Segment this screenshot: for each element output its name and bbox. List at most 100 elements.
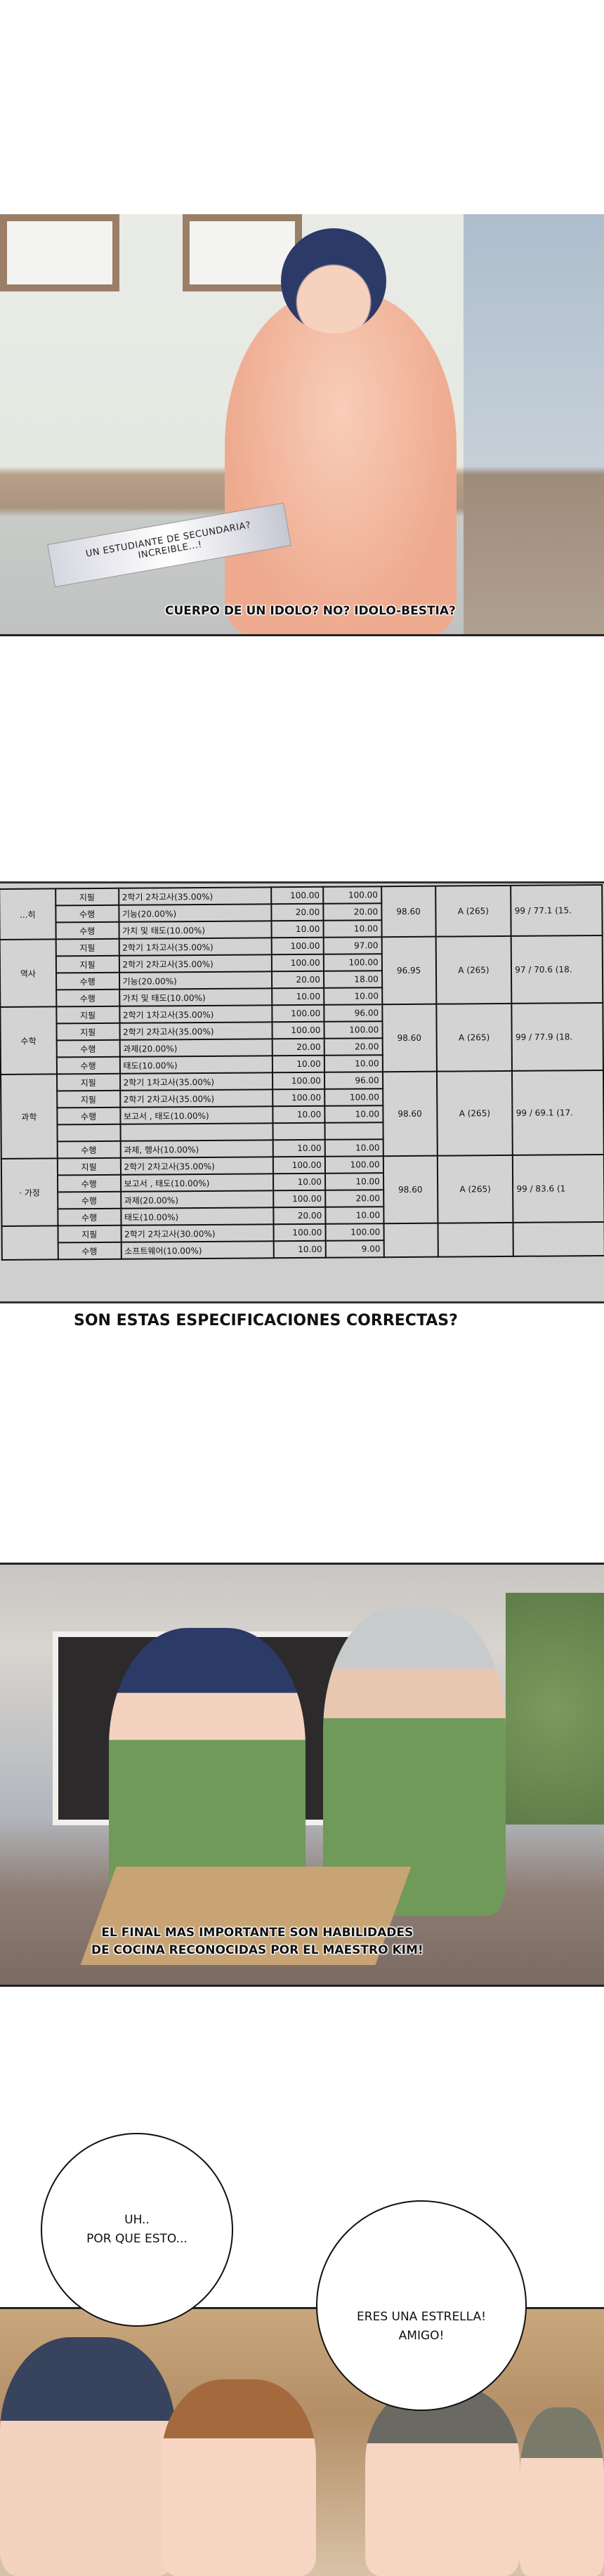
rank-cell: 99 / 77.1 (15. [511, 885, 603, 936]
assessment-type-cell: 지필 [55, 888, 119, 906]
assessment-type-cell: 수행 [56, 1039, 120, 1058]
score-cell: 10.00 [324, 1139, 383, 1157]
subject-cell: 수학 [0, 1006, 57, 1075]
assessment-item-cell: 가치 및 태도(10.00%) [119, 988, 273, 1006]
assessment-item-cell: 기능(20.00%) [119, 971, 273, 990]
grade-cell: A (265) [437, 1155, 513, 1223]
assessment-type-cell: 수행 [55, 972, 119, 990]
subject-cell: 과학 [1, 1074, 58, 1159]
total-score-cell: 98.60 [382, 1071, 438, 1157]
subject-cell [1, 1225, 58, 1260]
subject-cell: 역사 [0, 939, 57, 1007]
assessment-type-cell: 지필 [58, 1225, 122, 1243]
max-score-cell: 20.00 [273, 1207, 326, 1225]
max-score-cell: 10.00 [272, 987, 324, 1006]
assessment-item-cell: 2학기 1차고사(35.00%) [119, 1005, 273, 1023]
max-score-cell: 100.00 [273, 1190, 326, 1208]
max-score-cell: 20.00 [272, 1038, 324, 1056]
speech-line: ERES UNA ESTRELLA! [357, 2309, 486, 2324]
assessment-item-cell: 소프트웨어(10.00%) [121, 1241, 274, 1259]
character-classmate [365, 2386, 520, 2576]
score-cell: 100.00 [325, 1223, 384, 1241]
assessment-item-cell: 2학기 2차고사(35.00%) [119, 1022, 273, 1040]
speech-line: POR QUE ESTO... [86, 2232, 188, 2246]
subject-cell: · 가정 [1, 1158, 58, 1226]
table-row: 역사 지필 2학기 1차고사(35.00%) 100.00 97.00 96.95 A (2… [0, 935, 603, 1007]
score-cell: 10.00 [324, 1105, 383, 1123]
character-master-kim [323, 1607, 506, 1916]
character-classmate [162, 2379, 316, 2576]
background-window [0, 214, 119, 291]
assessment-item-cell: 2학기 2차고사(30.00%) [121, 1224, 274, 1242]
score-cell: 100.00 [323, 954, 382, 971]
assessment-type-cell: 지필 [56, 1006, 120, 1024]
assessment-type-cell: 지필 [56, 1023, 120, 1041]
assessment-item-cell: 2학기 1차고사(35.00%) [119, 1072, 273, 1091]
score-cell: 10.00 [324, 1055, 383, 1072]
max-score-cell: 100.00 [273, 1223, 326, 1242]
narration-text: EL FINAL MAS IMPORTANTE SON HABILIDADES … [91, 1924, 424, 1959]
assessment-item-cell: 가치 및 태도(10.00%) [118, 921, 272, 939]
total-score-cell: 98.60 [383, 1155, 438, 1224]
grade-cell: A (265) [435, 885, 511, 937]
score-cell: 100.00 [324, 1021, 383, 1039]
score-cell: 100.00 [324, 1156, 383, 1174]
table-row: ...히 지필 2학기 2차고사(35.00%) 100.00 100.00 98.60 A… [0, 885, 603, 940]
assessment-item-cell: 보고서 , 태도(10.00%) [120, 1174, 274, 1192]
rank-cell: 97 / 70.6 (18. [511, 935, 603, 1004]
score-cell: 20.00 [324, 1038, 383, 1056]
background-window-sky [464, 214, 604, 634]
narration-text: SON ESTAS ESPECIFICACIONES CORRECTAS? [74, 1312, 458, 1329]
max-score-cell: 10.00 [271, 920, 324, 938]
score-cell: 10.00 [324, 1173, 383, 1190]
assessment-item-cell: 태도(10.00%) [120, 1207, 274, 1225]
assessment-type-cell: 수행 [57, 1107, 121, 1125]
assessment-type-cell: 지필 [55, 938, 119, 957]
assessment-type-cell: 수행 [55, 905, 119, 923]
score-cell: 10.00 [325, 1207, 384, 1224]
max-score-cell: 10.00 [273, 1105, 325, 1124]
assessment-item-cell: 2학기 2차고사(35.00%) [118, 887, 272, 905]
score-cell: 10.00 [323, 987, 383, 1005]
narration-text: CUERPO DE UN IDOLO? NO? IDOLO-BESTIA? [165, 604, 456, 618]
max-score-cell: 100.00 [271, 954, 324, 972]
assessment-item-cell: 태도(10.00%) [119, 1056, 273, 1074]
score-cell: 100.00 [322, 886, 382, 904]
score-cell: 96.00 [324, 1072, 383, 1089]
table-row: 지필 2학기 2차고사(30.00%) 100.00 100.00 [1, 1221, 604, 1260]
grade-cell: A (265) [436, 1070, 513, 1156]
assessment-type-cell: 지필 [55, 955, 119, 973]
character-student [0, 2337, 176, 2576]
assessment-item-cell: 과제(20.00%) [119, 1039, 273, 1057]
rank-cell [513, 1221, 604, 1256]
score-cell: 100.00 [324, 1089, 383, 1106]
max-score-cell [273, 1122, 325, 1141]
grade-cell [438, 1222, 514, 1257]
max-score-cell: 10.00 [272, 1055, 324, 1073]
score-cell [324, 1122, 383, 1140]
max-score-cell: 20.00 [271, 971, 324, 989]
assessment-item-cell [120, 1123, 273, 1141]
character-classmate [520, 2407, 604, 2576]
rank-cell: 99 / 77.9 (18. [511, 1003, 603, 1071]
table-row: 과학 지필 2학기 1차고사(35.00%) 100.00 96.00 98.60 A (2… [1, 1070, 604, 1159]
max-score-cell: 100.00 [271, 937, 324, 955]
score-cell: 96.00 [324, 1004, 383, 1022]
score-cell: 18.00 [323, 971, 382, 988]
character-head [281, 228, 386, 334]
background-tree [506, 1593, 604, 1825]
score-cell: 20.00 [323, 903, 382, 921]
assessment-item-cell: 과제, 행사(10.00%) [120, 1140, 273, 1158]
assessment-item-cell: 2학기 1차고사(35.00%) [119, 938, 272, 956]
max-score-cell: 10.00 [273, 1139, 325, 1157]
max-score-cell: 10.00 [273, 1173, 325, 1191]
assessment-item-cell: 과제(20.00%) [120, 1190, 274, 1209]
assessment-type-cell [57, 1124, 121, 1142]
panel-report-card: ...히 지필 2학기 2차고사(35.00%) 100.00 100.00 98.60 A… [0, 881, 604, 1303]
rank-cell: 99 / 69.1 (17. [512, 1070, 604, 1155]
max-score-cell: 100.00 [273, 1156, 325, 1174]
max-score-cell: 20.00 [271, 903, 324, 921]
assessment-type-cell: 지필 [57, 1157, 121, 1176]
max-score-cell: 100.00 [272, 1021, 324, 1039]
narration-line: EL FINAL MAS IMPORTANTE SON HABILIDADES [101, 1926, 414, 1940]
